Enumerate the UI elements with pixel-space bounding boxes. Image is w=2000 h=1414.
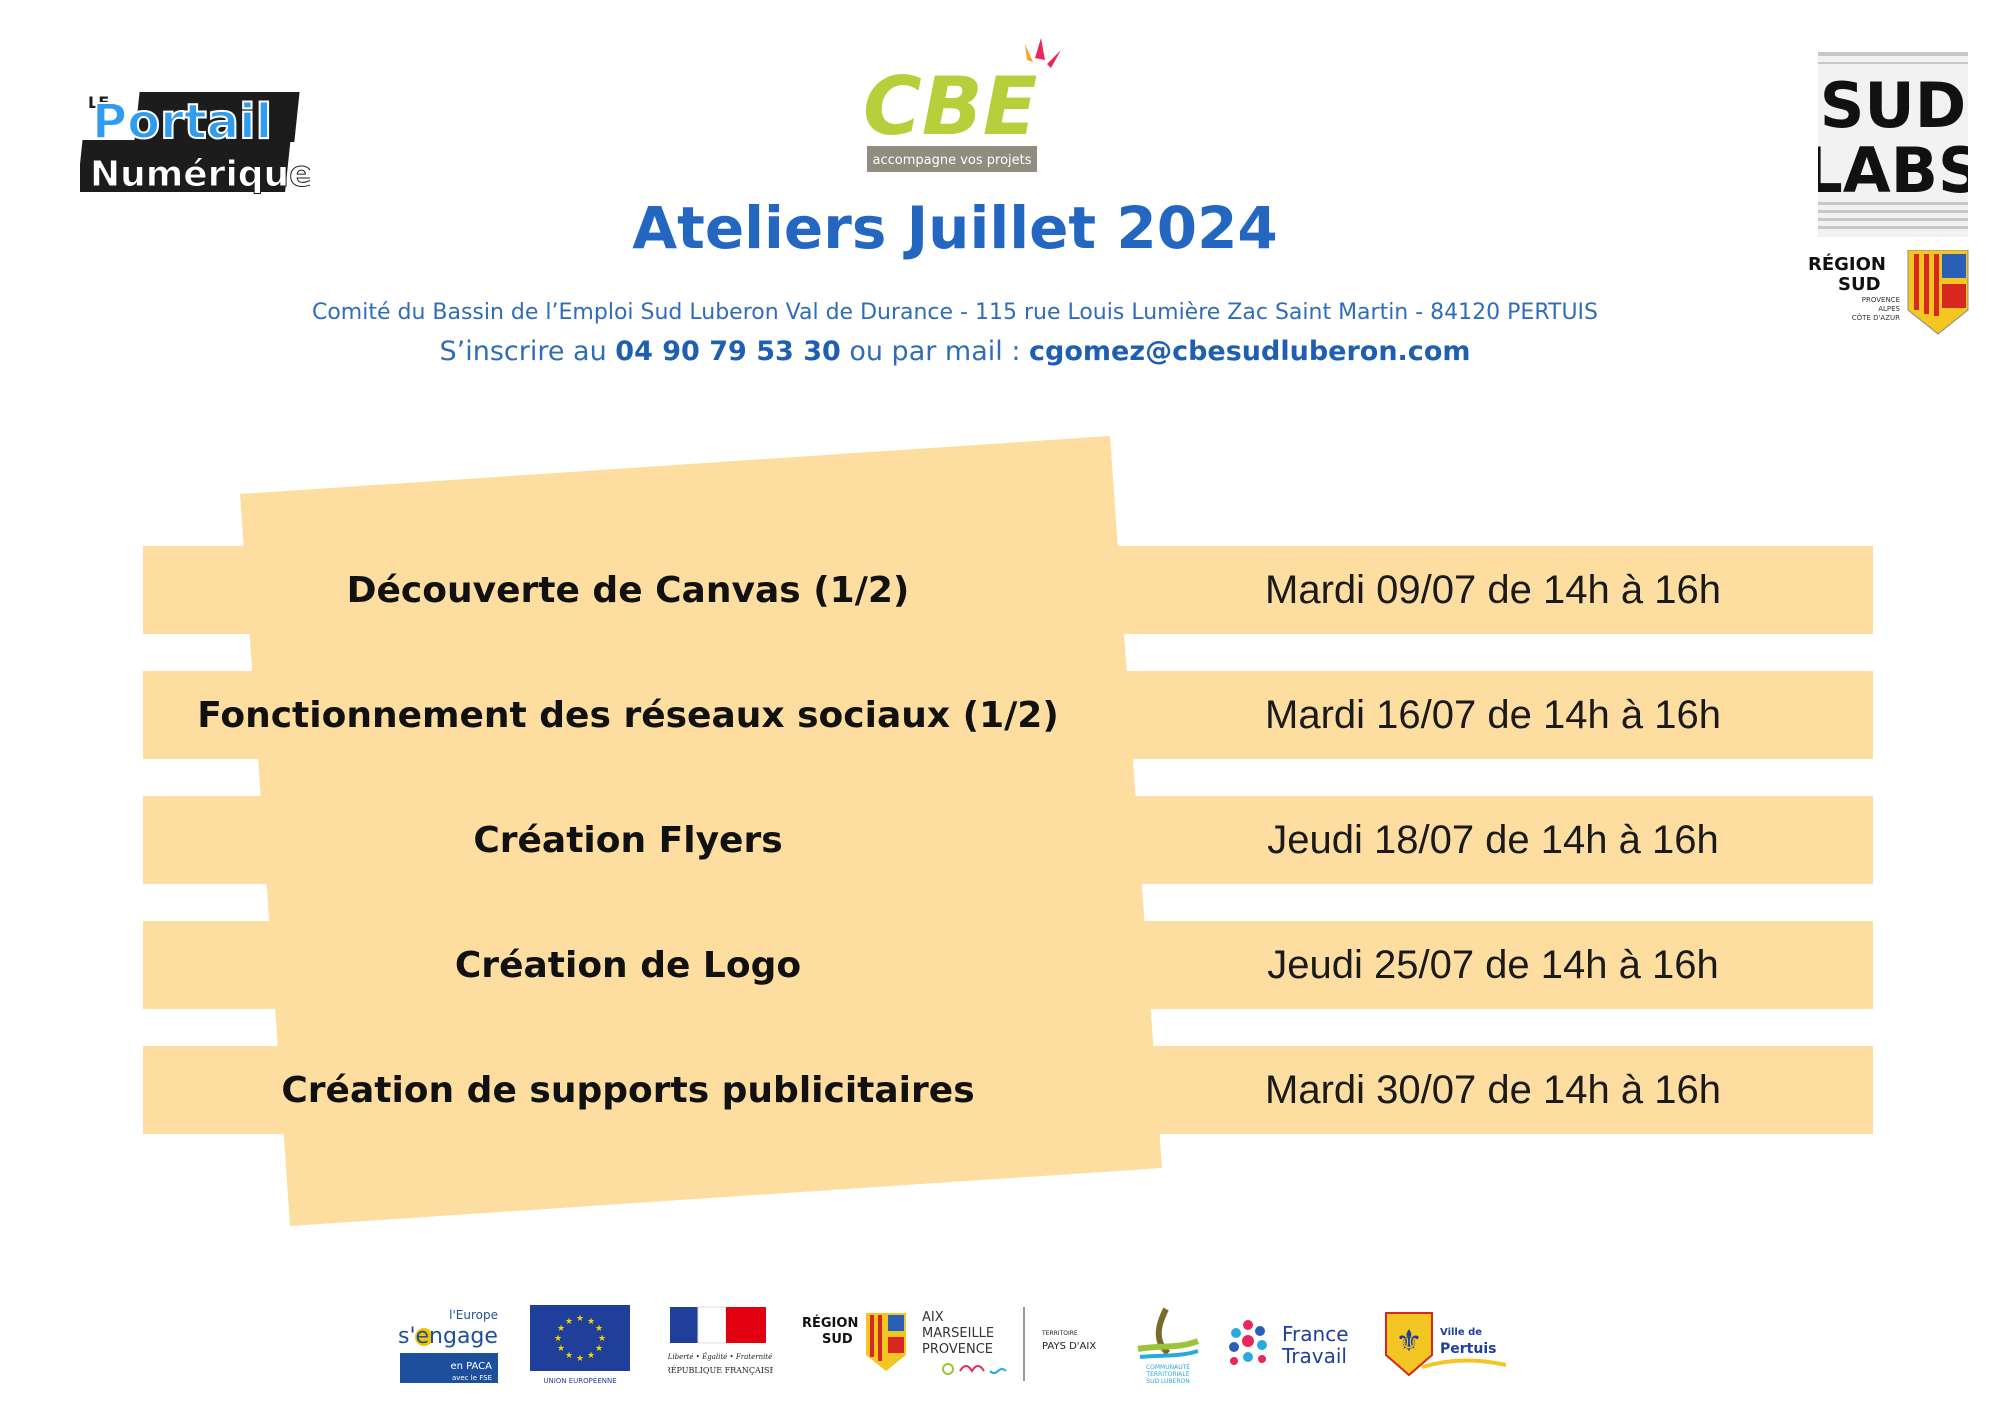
svg-text:★: ★ [565, 1351, 573, 1361]
portail-numerique-logo: LE Portail DU Numérique [80, 92, 310, 196]
svg-text:CÔTE D'AZUR: CÔTE D'AZUR [1852, 313, 1900, 322]
svg-text:COMMUNAUTÉ: COMMUNAUTÉ [1146, 1363, 1190, 1371]
svg-text:★: ★ [595, 1344, 603, 1354]
svg-text:SUD: SUD [1838, 274, 1881, 295]
organisation-address: Comité du Bassin de l’Emploi Sud Luberon… [311, 300, 1599, 325]
workshop-date: Jeudi 25/07 de 14h à 16h [1267, 942, 1719, 987]
svg-text:⚜: ⚜ [1396, 1324, 1423, 1359]
workshop-date: Mardi 09/07 de 14h à 16h [1265, 567, 1721, 612]
workshop-name: Création de supports publicitaires [281, 1069, 975, 1111]
svg-text:s'engage: s'engage [398, 1324, 498, 1349]
region-sud-logo: RÉGION SUD PROVENCE ALPES CÔTE D'AZUR [1808, 250, 1969, 335]
email-link[interactable]: cgomez@cbesudluberon.com [1029, 336, 1471, 367]
svg-text:accompagne vos projets: accompagne vos projets [872, 153, 1031, 168]
svg-text:LABS: LABS [1818, 134, 1968, 207]
svg-text:Numérique: Numérique [90, 154, 310, 195]
svg-text:France: France [1282, 1322, 1349, 1346]
svg-text:RÉPUBLIQUE FRANÇAISE: RÉPUBLIQUE FRANÇAISE [668, 1366, 773, 1375]
svg-text:SUD: SUD [1820, 69, 1966, 142]
svg-text:★: ★ [576, 1354, 584, 1364]
ville-de-pertuis-logo: ⚜ Ville de Pertuis [1385, 1312, 1507, 1377]
svg-text:PROVENCE: PROVENCE [1862, 296, 1900, 304]
svg-text:PAYS D'AIX: PAYS D'AIX [1042, 1341, 1096, 1352]
svg-text:SUD: SUD [822, 1332, 853, 1347]
svg-text:CBE: CBE [863, 60, 1037, 153]
workshop-date: Mardi 16/07 de 14h à 16h [1265, 692, 1721, 737]
svg-text:en PACA: en PACA [450, 1361, 492, 1372]
france-travail-logo: France Travail [1229, 1320, 1349, 1368]
svg-text:Ville de: Ville de [1440, 1327, 1482, 1338]
svg-text:Travail: Travail [1281, 1344, 1347, 1368]
sud-labs-logo: SUD LABS [1818, 52, 1968, 237]
svg-text:★: ★ [565, 1317, 573, 1327]
workshop-name: Fonctionnement des réseaux sociaux (1/2) [197, 694, 1059, 736]
workshop-name: Création de Logo [454, 944, 802, 986]
svg-text:★: ★ [554, 1334, 562, 1344]
svg-text:PROVENCE: PROVENCE [922, 1342, 993, 1357]
svg-text:UNION EUROPÉENNE: UNION EUROPÉENNE [543, 1376, 616, 1385]
contact-middle: ou par mail : [840, 336, 1030, 367]
svg-text:DU: DU [272, 117, 292, 132]
pays-aix-logo: TERRITOIRE PAYS D'AIX [1041, 1330, 1096, 1352]
workshop-row: Découverte de Canvas (1/2) Mardi 09/07 d… [143, 546, 1873, 634]
svg-text:★: ★ [598, 1334, 606, 1344]
svg-text:l'Europe: l'Europe [449, 1308, 498, 1322]
svg-text:TERRITOIRE: TERRITOIRE [1041, 1330, 1078, 1337]
communaute-territoriale-sud-luberon-logo: COMMUNAUTÉ TERRITORIALE SUD LUBERON [1137, 1307, 1200, 1385]
svg-text:★: ★ [576, 1314, 584, 1324]
svg-text:RÉGION: RÉGION [802, 1315, 858, 1331]
aix-marseille-provence-logo: AIX MARSEILLE PROVENCE [922, 1307, 1025, 1381]
svg-text:LE: LE [88, 93, 109, 112]
svg-text:TERRITORIALE: TERRITORIALE [1145, 1371, 1189, 1378]
workshop-row: Création de supports publicitaires Mardi… [143, 1046, 1873, 1134]
svg-text:★: ★ [587, 1317, 595, 1327]
workshop-name: Création Flyers [473, 819, 783, 861]
workshop-row: Création de Logo Jeudi 25/07 de 14h à 16… [143, 921, 1873, 1009]
region-sud-partner-logo: RÉGION SUD [802, 1313, 906, 1371]
contact-prefix: S’inscrire au [439, 336, 616, 367]
workshop-name: Découverte de Canvas (1/2) [346, 569, 910, 611]
european-union-flag-logo: ★ ★★★ ★★★★ ★★★★ UNION EUROPÉENNE [530, 1305, 630, 1385]
svg-text:★: ★ [557, 1324, 565, 1334]
svg-text:AIX: AIX [922, 1310, 944, 1325]
svg-text:★: ★ [557, 1344, 565, 1354]
workshop-date: Mardi 30/07 de 14h à 16h [1265, 1067, 1721, 1112]
svg-text:SUD LUBERON: SUD LUBERON [1146, 1378, 1189, 1385]
republique-francaise-logo: Liberté • Égalité • Fraternité RÉPUBLIQU… [668, 1306, 773, 1375]
europe-sengage-logo: l'Europe s'engage en PACA avec le FSE [398, 1308, 498, 1383]
svg-text:MARSEILLE: MARSEILLE [922, 1326, 994, 1341]
svg-text:★: ★ [595, 1324, 603, 1334]
cbe-logo: CBE accompagne vos projets [863, 38, 1061, 172]
svg-text:Portail: Portail [92, 94, 272, 150]
svg-text:★: ★ [587, 1351, 595, 1361]
workshop-row: Création Flyers Jeudi 18/07 de 14h à 16h [143, 796, 1873, 884]
svg-text:Liberté • Égalité • Fraternité: Liberté • Égalité • Fraternité [668, 1352, 772, 1361]
workshop-row: Fonctionnement des réseaux sociaux (1/2)… [143, 671, 1873, 759]
phone-number[interactable]: 04 90 79 53 30 [615, 336, 841, 367]
svg-text:RÉGION: RÉGION [1808, 253, 1886, 275]
registration-contact: S’inscrire au 04 90 79 53 30 ou par mail… [0, 336, 1910, 367]
svg-text:ALPES: ALPES [1878, 305, 1900, 313]
svg-text:Pertuis: Pertuis [1440, 1341, 1496, 1357]
svg-text:avec le FSE: avec le FSE [452, 1374, 492, 1382]
workshop-date: Jeudi 18/07 de 14h à 16h [1267, 817, 1719, 862]
page-title: Ateliers Juillet 2024 [632, 194, 1278, 262]
